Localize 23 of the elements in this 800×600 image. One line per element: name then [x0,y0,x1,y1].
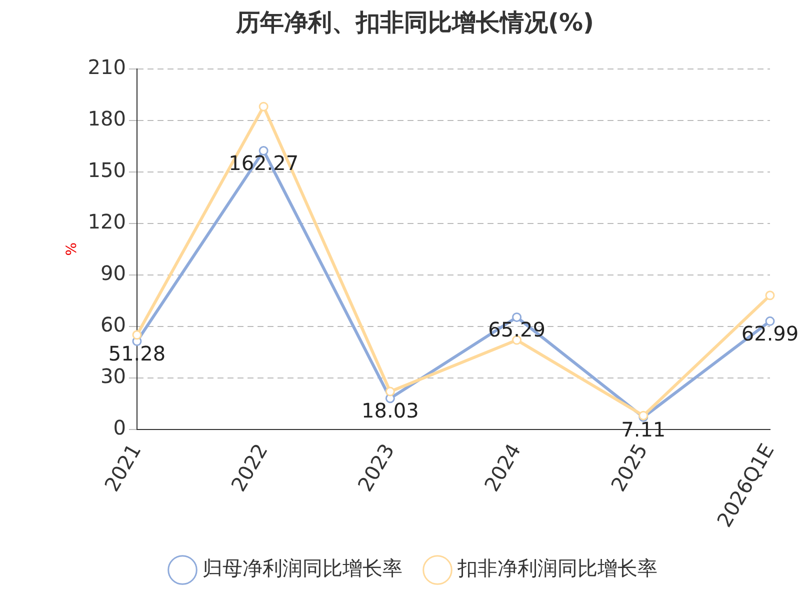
y-tick-label: 30 [100,364,126,388]
chart-title: 历年净利、扣非同比增长情况(%) [235,8,594,37]
point [258,102,268,112]
y-tick-label: 120 [88,210,126,234]
point [765,316,775,326]
data-label: 62.99 [741,321,799,346]
y-tick-label: 180 [88,106,126,131]
point [132,330,142,340]
y-tick-label: 60 [100,312,126,337]
point [512,312,522,322]
y-tick-label: 210 [88,55,126,80]
data-label: 65.29 [488,317,546,342]
legend-label: 扣非净利润同比增长率 [456,556,658,580]
y-tick-label: 150 [88,158,126,182]
point [385,386,395,396]
y-tick-label: 90 [100,261,126,286]
point [258,146,268,156]
y-tick-label: 0 [113,416,126,440]
data-label: 18.03 [362,398,419,423]
legend-label: 归母净利润同比增长率 [202,556,402,580]
y-axis-title: % [64,242,80,256]
point [765,290,775,300]
data-label: 162.27 [228,150,299,175]
